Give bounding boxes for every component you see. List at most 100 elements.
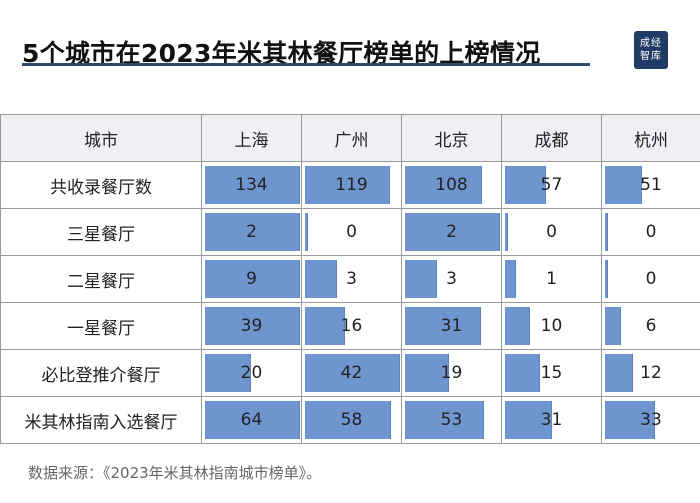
table-row: 一星餐厅 39 16 31 10 6 — [0, 302, 700, 350]
data-bar — [305, 354, 400, 392]
value-label: 53 — [440, 410, 463, 430]
data-bar — [405, 401, 484, 439]
value-cell: 57 — [501, 161, 602, 209]
data-bar — [205, 354, 251, 392]
data-bar — [405, 354, 449, 392]
value-label: 6 — [645, 316, 657, 336]
value-cell: 19 — [401, 349, 502, 397]
value-cell: 12 — [601, 349, 700, 397]
column-header: 广州 — [301, 114, 402, 162]
data-bar — [505, 260, 517, 298]
table-row: 共收录餐厅数 134 119 108 57 51 — [0, 161, 700, 209]
data-bar — [505, 307, 531, 345]
logo-line-1: 成经 — [640, 38, 662, 49]
value-cell: 0 — [601, 208, 700, 256]
value-cell: 31 — [401, 302, 502, 350]
value-label: 20 — [240, 363, 263, 383]
value-cell: 10 — [501, 302, 602, 350]
value-cell: 53 — [401, 396, 502, 444]
data-bar — [405, 260, 438, 298]
value-label: 119 — [335, 175, 368, 195]
value-label: 3 — [446, 269, 457, 289]
corner-header: 城市 — [0, 114, 202, 162]
data-bar — [505, 213, 508, 251]
data-bar — [305, 401, 392, 439]
value-label: 31 — [540, 410, 563, 430]
value-cell: 0 — [501, 208, 602, 256]
value-cell: 119 — [301, 161, 402, 209]
data-bar — [305, 213, 308, 251]
value-cell: 1 — [501, 255, 602, 303]
value-label: 9 — [246, 269, 257, 289]
value-label: 19 — [440, 363, 463, 383]
value-cell: 42 — [301, 349, 402, 397]
value-cell: 9 — [201, 255, 302, 303]
value-label: 15 — [540, 363, 563, 383]
data-bar — [205, 307, 300, 345]
column-header: 北京 — [401, 114, 502, 162]
data-bar — [405, 307, 481, 345]
data-bar — [205, 260, 300, 298]
value-label: 0 — [546, 222, 557, 242]
value-label: 0 — [645, 222, 657, 242]
row-label: 共收录餐厅数 — [0, 161, 202, 209]
column-header: 上海 — [201, 114, 302, 162]
brand-logo: 成经 智库 — [634, 31, 668, 69]
data-bar — [205, 166, 300, 204]
data-bar — [305, 307, 345, 345]
value-cell: 15 — [501, 349, 602, 397]
data-bar — [605, 260, 608, 298]
data-bar — [205, 401, 300, 439]
row-label: 三星餐厅 — [0, 208, 202, 256]
value-label: 31 — [440, 316, 463, 336]
value-label: 10 — [540, 316, 563, 336]
value-label: 1 — [546, 269, 557, 289]
value-label: 64 — [240, 410, 263, 430]
value-label: 134 — [235, 175, 268, 195]
value-cell: 64 — [201, 396, 302, 444]
row-label: 必比登推介餐厅 — [0, 349, 202, 397]
data-bar — [305, 260, 338, 298]
column-header: 成都 — [501, 114, 602, 162]
table-row: 必比登推介餐厅 20 42 19 15 12 — [0, 349, 700, 397]
data-bar — [605, 166, 642, 204]
value-cell: 0 — [601, 255, 700, 303]
data-bar — [305, 166, 390, 204]
column-header: 杭州 — [601, 114, 700, 162]
value-cell: 20 — [201, 349, 302, 397]
value-label: 3 — [346, 269, 357, 289]
data-bar — [605, 307, 621, 345]
data-bar — [405, 213, 500, 251]
value-label: 58 — [340, 410, 363, 430]
value-label: 0 — [645, 269, 657, 289]
value-label: 57 — [540, 175, 563, 195]
value-cell: 31 — [501, 396, 602, 444]
value-label: 108 — [435, 175, 468, 195]
title-underline — [22, 63, 590, 66]
value-label: 12 — [640, 363, 662, 383]
value-cell: 3 — [301, 255, 402, 303]
value-label: 0 — [346, 222, 357, 242]
value-cell: 3 — [401, 255, 502, 303]
value-label: 2 — [246, 222, 257, 242]
data-table: 城市 上海 广州 北京 成都 杭州 共收录餐厅数 134 119 108 57 51 三星餐… — [0, 114, 700, 444]
table-row: 米其林指南入选餐厅 64 58 53 31 33 — [0, 396, 700, 444]
data-bar — [605, 401, 655, 439]
value-cell: 108 — [401, 161, 502, 209]
value-cell: 39 — [201, 302, 302, 350]
value-cell: 134 — [201, 161, 302, 209]
value-label: 39 — [240, 316, 263, 336]
value-cell: 0 — [301, 208, 402, 256]
data-bar — [605, 213, 608, 251]
data-bar — [505, 354, 540, 392]
data-bar — [405, 166, 482, 204]
row-label: 米其林指南入选餐厅 — [0, 396, 202, 444]
value-cell: 33 — [601, 396, 700, 444]
logo-line-2: 智库 — [640, 51, 662, 62]
value-label: 16 — [340, 316, 363, 336]
value-label: 2 — [446, 222, 457, 242]
table-row: 二星餐厅 9 3 3 1 0 — [0, 255, 700, 303]
value-cell: 16 — [301, 302, 402, 350]
data-bar — [205, 213, 300, 251]
row-label: 一星餐厅 — [0, 302, 202, 350]
